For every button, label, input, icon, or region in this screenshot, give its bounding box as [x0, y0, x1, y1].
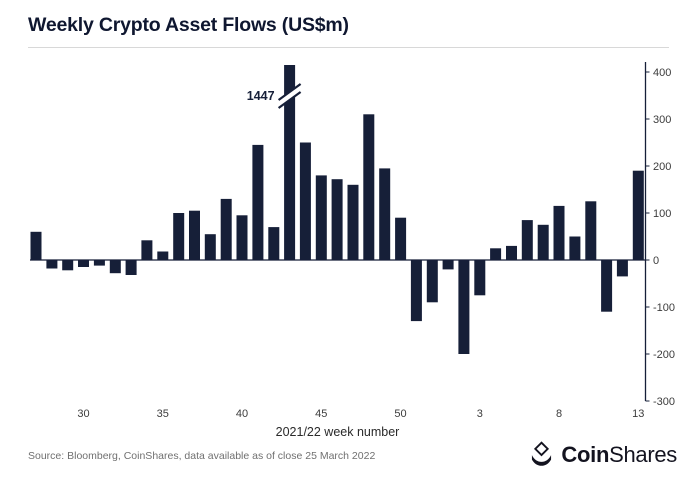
- bar-week-48: [363, 114, 375, 260]
- bar-week-41: [252, 144, 264, 260]
- bar-week-12: [616, 260, 628, 277]
- bar-week-6: [521, 220, 533, 260]
- bar-week-33: [125, 260, 137, 275]
- bar-week-1: [442, 260, 454, 270]
- chart-title: Weekly Crypto Asset Flows (US$m): [28, 14, 349, 36]
- logo-coin: Coin: [561, 441, 610, 467]
- y-tick-label: -200: [653, 349, 675, 361]
- x-tick-label: 50: [394, 408, 406, 420]
- x-tick-label: 8: [556, 408, 562, 420]
- axis-break-stroke: [277, 91, 302, 109]
- y-tick-label: 200: [653, 161, 671, 173]
- bar-week-44: [299, 142, 311, 260]
- bar-week-11: [601, 260, 613, 312]
- bar-week-49: [379, 168, 391, 260]
- x-tick-label: 45: [315, 408, 327, 420]
- bar-week-36: [173, 213, 185, 260]
- source-note: Source: Bloomberg, CoinShares, data avai…: [28, 450, 376, 462]
- bar-week-51: [410, 260, 422, 322]
- bar-week-28: [46, 260, 58, 269]
- bar-week-38: [204, 234, 216, 260]
- bar-week-32: [109, 260, 121, 274]
- y-tick-label: 0: [653, 255, 659, 267]
- bar-week-31: [93, 260, 105, 266]
- bar-week-34: [141, 240, 153, 260]
- x-tick-label: 40: [236, 408, 248, 420]
- axis-break-stroke: [277, 83, 302, 101]
- bar-week-43: [284, 65, 296, 260]
- y-tick-label: 300: [653, 114, 671, 126]
- bar-week-46: [331, 179, 343, 260]
- bar-week-29: [62, 260, 74, 271]
- y-tick-label: 400: [653, 67, 671, 79]
- x-tick-label: 3: [477, 408, 483, 420]
- coinshares-logo: CoinShares: [528, 441, 677, 468]
- bar-week-50: [395, 217, 407, 260]
- bar-week-39: [220, 198, 232, 260]
- coinshares-icon: [532, 441, 552, 466]
- axis-break-gap: [277, 85, 302, 107]
- bar-week-10: [585, 201, 597, 261]
- y-tick-label: -300: [653, 396, 675, 408]
- bar-week-35: [157, 251, 169, 260]
- bar-week-45: [315, 175, 327, 260]
- bar-week-7: [537, 224, 549, 261]
- x-axis-label: 2021/22 week number: [275, 425, 400, 439]
- x-tick-label: 35: [157, 408, 169, 420]
- y-tick-label: -100: [653, 302, 675, 314]
- x-tick-label: 13: [632, 408, 644, 420]
- bar-week-3: [474, 260, 486, 296]
- y-tick-label: 100: [653, 208, 671, 220]
- logo-wordmark: CoinShares: [561, 442, 677, 468]
- bar-week-52: [426, 260, 438, 303]
- bar-week-42: [268, 227, 280, 260]
- bar-week-13: [632, 170, 644, 260]
- peak-annotation: 1447: [247, 89, 275, 103]
- bar-week-37: [189, 210, 200, 260]
- x-tick-label: 30: [77, 408, 89, 420]
- bar-week-9: [569, 236, 581, 260]
- bar-week-4: [490, 248, 502, 261]
- bar-week-27: [30, 231, 42, 260]
- bar-week-47: [347, 184, 359, 260]
- bar-week-8: [553, 205, 565, 260]
- bar-week-5: [506, 245, 517, 260]
- logo-shares: Shares: [609, 441, 677, 467]
- bar-week-2: [458, 260, 470, 354]
- bar-week-30: [78, 260, 89, 267]
- title-divider: [28, 47, 669, 48]
- bar-week-40: [236, 215, 248, 260]
